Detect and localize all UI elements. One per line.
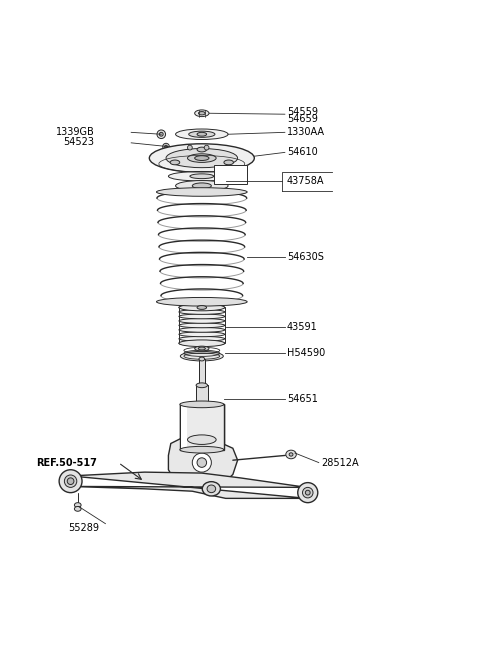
Text: 43758A: 43758A [287, 176, 324, 186]
Text: REF.50-517: REF.50-517 [36, 458, 96, 468]
Ellipse shape [180, 446, 224, 453]
Bar [199, 359, 204, 385]
Text: 54651: 54651 [287, 394, 318, 403]
Ellipse shape [166, 148, 238, 168]
Ellipse shape [197, 306, 206, 310]
Text: 55289: 55289 [68, 523, 99, 533]
Ellipse shape [180, 352, 223, 361]
Ellipse shape [189, 131, 215, 137]
Ellipse shape [149, 144, 254, 173]
Bar [196, 385, 207, 404]
Ellipse shape [59, 470, 82, 493]
Ellipse shape [192, 453, 211, 472]
Polygon shape [168, 439, 238, 490]
Ellipse shape [179, 340, 225, 346]
Ellipse shape [74, 506, 81, 511]
Ellipse shape [196, 402, 207, 407]
Polygon shape [71, 472, 307, 499]
Text: 1330AA: 1330AA [287, 127, 325, 137]
Ellipse shape [202, 482, 220, 496]
Text: 54610: 54610 [287, 148, 317, 157]
Ellipse shape [188, 145, 192, 150]
Ellipse shape [156, 297, 247, 306]
Ellipse shape [165, 145, 168, 148]
Ellipse shape [195, 155, 209, 161]
Text: 54523: 54523 [63, 137, 95, 147]
Ellipse shape [188, 154, 216, 163]
Text: 54559: 54559 [287, 107, 318, 117]
Ellipse shape [179, 310, 225, 314]
Ellipse shape [199, 357, 204, 361]
Ellipse shape [74, 502, 81, 508]
Ellipse shape [170, 160, 180, 165]
Text: 54659: 54659 [287, 114, 318, 125]
Ellipse shape [179, 327, 225, 332]
Text: 54630S: 54630S [287, 253, 324, 262]
Ellipse shape [176, 129, 228, 140]
Ellipse shape [195, 346, 209, 351]
Ellipse shape [298, 483, 318, 502]
Ellipse shape [197, 458, 206, 467]
Ellipse shape [302, 487, 313, 498]
Ellipse shape [157, 130, 166, 138]
Ellipse shape [197, 133, 206, 136]
Ellipse shape [179, 323, 225, 328]
Ellipse shape [224, 160, 233, 165]
Ellipse shape [180, 401, 224, 407]
Ellipse shape [190, 174, 214, 178]
Ellipse shape [179, 341, 225, 346]
Ellipse shape [289, 453, 293, 456]
Ellipse shape [176, 180, 228, 191]
Ellipse shape [198, 347, 205, 350]
Bar [214, 165, 247, 184]
Ellipse shape [207, 485, 216, 493]
Ellipse shape [64, 475, 77, 487]
Text: H54590: H54590 [287, 348, 325, 358]
Bar [181, 404, 187, 450]
Ellipse shape [204, 145, 209, 150]
Ellipse shape [192, 183, 211, 189]
Ellipse shape [305, 490, 310, 495]
Ellipse shape [179, 305, 225, 310]
Ellipse shape [199, 112, 205, 115]
Text: 1339GB: 1339GB [56, 127, 95, 137]
Ellipse shape [67, 478, 74, 485]
Ellipse shape [179, 332, 225, 337]
Ellipse shape [179, 337, 225, 341]
Text: 43591: 43591 [287, 321, 317, 331]
Text: 28512A: 28512A [321, 458, 359, 468]
Ellipse shape [195, 110, 209, 117]
Ellipse shape [156, 188, 247, 196]
Ellipse shape [179, 304, 225, 311]
Ellipse shape [197, 147, 206, 152]
Bar [180, 404, 224, 450]
Ellipse shape [286, 450, 296, 459]
Ellipse shape [179, 319, 225, 323]
Ellipse shape [179, 314, 225, 319]
Ellipse shape [168, 171, 235, 181]
Ellipse shape [159, 133, 163, 136]
Ellipse shape [163, 143, 169, 150]
Ellipse shape [188, 435, 216, 445]
Ellipse shape [196, 383, 207, 388]
